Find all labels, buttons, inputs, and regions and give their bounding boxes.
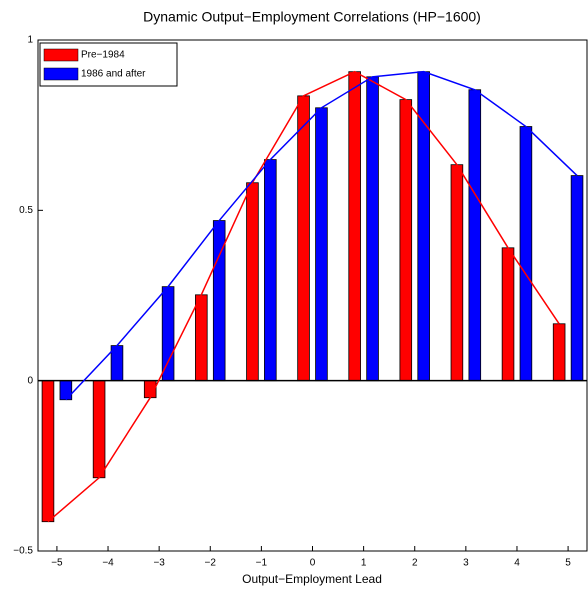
chart-title: Dynamic Output−Employment Correlations (… <box>143 9 481 25</box>
bar <box>264 159 277 382</box>
x-tick-label: 1 <box>361 558 367 569</box>
bar <box>246 182 259 382</box>
bar <box>501 247 515 382</box>
bar <box>212 220 226 382</box>
bar <box>92 380 106 479</box>
x-tick-label: 2 <box>412 558 418 569</box>
bar <box>161 286 175 382</box>
legend-swatch <box>43 48 79 62</box>
bar <box>570 175 584 382</box>
x-tick-label: 5 <box>565 558 571 569</box>
bar <box>450 164 464 382</box>
bar <box>41 380 55 523</box>
x-tick-label: −2 <box>205 558 217 569</box>
plot-area <box>37 39 588 552</box>
bar <box>468 89 482 382</box>
x-tick-label: −1 <box>256 558 268 569</box>
legend-label: 1986 and after <box>81 69 146 80</box>
x-tick-label: −3 <box>153 558 165 569</box>
y-tick-label: 0.5 <box>19 205 33 216</box>
y-tick-label: 0 <box>27 375 33 386</box>
bar <box>366 76 379 382</box>
legend-swatch <box>43 67 79 81</box>
bar <box>297 95 310 382</box>
bar <box>195 294 208 382</box>
bar <box>519 126 533 382</box>
bar <box>315 107 328 382</box>
y-tick-label: −0.5 <box>13 546 33 557</box>
y-tick-label: 1 <box>27 35 33 46</box>
x-tick-label: 3 <box>463 558 469 569</box>
bar <box>399 99 413 382</box>
x-tick-label: 0 <box>310 558 316 569</box>
series-line <box>65 70 578 401</box>
series-line <box>47 70 560 523</box>
bar <box>59 380 73 401</box>
x-tick-label: 4 <box>514 558 520 569</box>
legend: Pre−1984 1986 and after <box>39 42 178 87</box>
x-tick-label: −5 <box>51 558 63 569</box>
bar <box>348 71 361 382</box>
x-tick-label: −4 <box>102 558 114 569</box>
legend-label: Pre−1984 <box>81 50 125 61</box>
bar <box>552 323 566 382</box>
x-axis-label: Output−Employment Lead <box>242 572 382 586</box>
